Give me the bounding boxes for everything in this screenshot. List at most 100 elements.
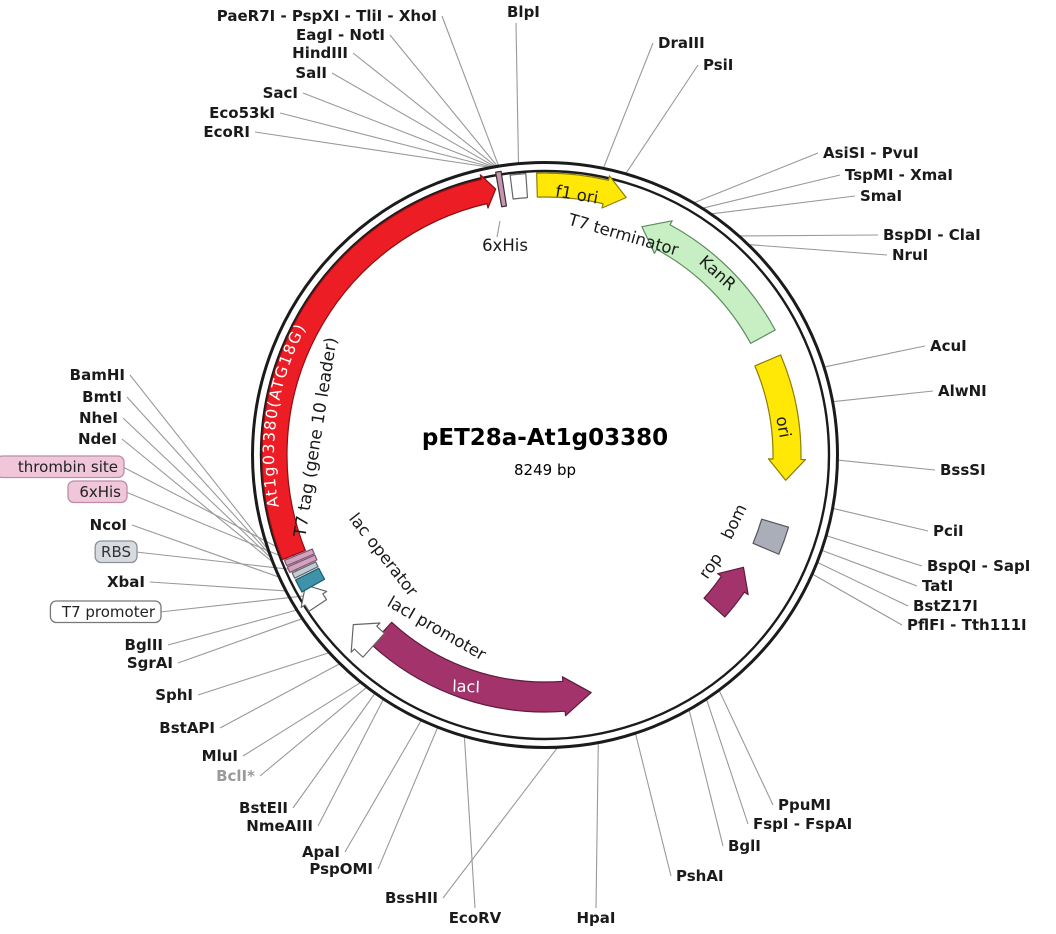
site-label-bsssi: BssSI xyxy=(940,461,986,479)
leader-blpi xyxy=(515,22,520,164)
site-label-ncoi: NcoI xyxy=(90,516,127,534)
site-label-t7-promoter: T7 promoter xyxy=(61,603,156,621)
site-label-sphi: SphI xyxy=(155,686,193,704)
leader-sphi xyxy=(197,652,330,696)
feature-label-ori: ori xyxy=(772,415,794,439)
leader-alwni xyxy=(832,390,934,403)
site-label-apai: ApaI xyxy=(302,843,340,861)
site-label-nmeaiii: NmeAIII xyxy=(246,817,313,835)
site-label-eagi-noti: EagI - NotI xyxy=(296,26,385,44)
leader-mlui xyxy=(242,681,362,757)
leader-pspomi xyxy=(377,726,439,870)
site-label-ppumi: PpuMI xyxy=(778,796,831,814)
site-label-bspqi-sapi: BspQI - SapI xyxy=(927,557,1030,575)
leader-t7-promoter xyxy=(159,594,312,613)
leader-bspqi-sapi xyxy=(826,535,923,567)
site-label-blpi: BlpI xyxy=(507,3,540,21)
leader-eagi-noti xyxy=(389,34,498,167)
site-label-paer7i-pspxi-tlii-xhoi: PaeR7I - PspXI - TliI - XhoI xyxy=(217,7,437,25)
leader-nrui xyxy=(748,244,888,256)
leader-hindiii xyxy=(352,52,497,168)
site-label-xbai: XbaI xyxy=(107,573,145,591)
site-label-sali: SalI xyxy=(295,64,327,82)
site-label-bcli: BclI* xyxy=(216,767,255,785)
feature-label-lac-operator: lac operator xyxy=(345,509,422,600)
6xhis-top-leader xyxy=(496,220,501,238)
site-label-sgrai: SgrAI xyxy=(127,654,173,672)
site-label-mlui: MluI xyxy=(202,747,238,765)
leader-ndei xyxy=(121,438,274,563)
site-label-bglii: BglII xyxy=(125,636,163,654)
site-label-pcii: PciI xyxy=(933,522,964,540)
site-label-smai: SmaI xyxy=(860,187,902,205)
leader-ecori xyxy=(254,131,492,169)
badge-6xhis xyxy=(67,480,128,504)
site-label-alwni: AlwNI xyxy=(938,382,987,400)
badge-thrombin-site xyxy=(0,455,125,479)
feature-lac-operator xyxy=(294,567,326,593)
feature-label-laci: lacI xyxy=(452,677,480,697)
leader-bamhi xyxy=(129,374,269,551)
site-label-pshai: PshAI xyxy=(676,867,724,885)
site-label-tati: TatI xyxy=(922,577,953,595)
leader-xbai xyxy=(149,581,287,592)
leader-bsssi xyxy=(837,459,936,471)
leader-nhei xyxy=(122,417,272,559)
leader-sgrai xyxy=(177,618,303,664)
leader-tati xyxy=(821,549,918,587)
feature-laci-promoter xyxy=(350,622,386,658)
site-label-hindiii: HindIII xyxy=(292,44,348,62)
plasmid-size: 8249 bp xyxy=(514,461,576,479)
leader-apai xyxy=(344,719,422,853)
leader-asisi-pvui xyxy=(693,152,819,204)
leader-pcii xyxy=(832,507,929,532)
leader-bspdi-clai xyxy=(738,234,879,237)
leader-bstz17i xyxy=(816,561,909,607)
leader-paer7i-pspxi-tlii-xhoi xyxy=(441,15,500,167)
feature-label-6xhis: 6xHis xyxy=(482,236,528,255)
leader-smai xyxy=(710,195,856,215)
site-label-6xhis: 6xHis xyxy=(79,483,121,501)
feature-ori xyxy=(754,354,807,481)
site-label-bmti: BmtI xyxy=(82,388,122,406)
feature-bom xyxy=(752,518,790,555)
leader-acui xyxy=(823,345,926,368)
leader-ncoi xyxy=(131,524,280,578)
feature-f1-ori xyxy=(536,172,627,209)
feature-label-bom: bom xyxy=(717,501,750,542)
feature-rop xyxy=(703,566,749,618)
leader-bsshii xyxy=(442,746,559,899)
feature-t7-terminator xyxy=(509,173,529,200)
leader-pshai xyxy=(634,733,672,877)
backbone-inner-ring xyxy=(259,169,831,741)
leader-bgli xyxy=(688,709,724,847)
feature-t7-promoter xyxy=(300,584,328,612)
site-label-nrui: NruI xyxy=(892,246,928,264)
badge-rbs xyxy=(94,540,138,564)
leader-thrombin-site xyxy=(122,466,298,559)
site-label-bstz17i: BstZ17I xyxy=(913,597,978,615)
leader-ecorv xyxy=(463,736,476,909)
site-label-hpai: HpaI xyxy=(577,909,616,927)
leader-fspi-fspai xyxy=(705,698,749,825)
feature-kanr xyxy=(641,220,776,344)
leader-hpai xyxy=(595,742,599,909)
site-label-nhei: NheI xyxy=(79,409,118,427)
site-label-bamhi: BamHI xyxy=(70,366,125,384)
leader-bglii xyxy=(167,609,298,646)
leader-tspmi-xmai xyxy=(702,174,841,209)
leader-draiii xyxy=(602,42,654,169)
site-label-acui: AcuI xyxy=(930,337,967,355)
site-label-bstapi: BstAPI xyxy=(159,719,215,737)
site-label-bsteii: BstEII xyxy=(239,799,288,817)
feature-6xhis-tag-top xyxy=(495,170,508,208)
leader-pflfi-tth111i xyxy=(811,573,903,626)
site-label-eco53ki: Eco53kI xyxy=(209,104,275,122)
site-label-pflfi-tth111i: PflFI - Tth111I xyxy=(907,616,1027,634)
site-label-ndei: NdeI xyxy=(78,430,117,448)
site-label-saci: SacI xyxy=(263,84,298,102)
leader-bcli xyxy=(259,686,368,777)
site-label-thrombin-site: thrombin site xyxy=(18,458,118,476)
leader-sali xyxy=(331,72,496,168)
